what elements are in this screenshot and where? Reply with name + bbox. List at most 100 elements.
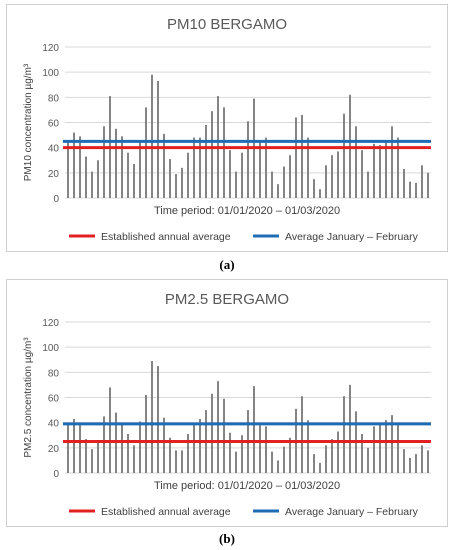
bar [205, 125, 207, 198]
chart-panel-pm10: PM10 BERGAMO 0 20 40 60 80 100 120 PM10 concentr… [6, 4, 448, 252]
bar [85, 439, 87, 473]
pm25-chart: PM2.5 BERGAMO 0 20 40 60 80 100 120 PM2.5 concen… [23, 291, 431, 518]
bar [157, 80, 159, 198]
bar [139, 421, 141, 473]
caption-a: (a) [219, 257, 235, 272]
bar [361, 150, 363, 198]
bar [283, 166, 285, 198]
bar [385, 140, 387, 198]
bar [307, 420, 309, 473]
bar [349, 384, 351, 473]
bar [223, 398, 225, 473]
y-tick-label: 0 [53, 194, 59, 205]
bar [79, 425, 81, 473]
bar [229, 432, 231, 473]
bar [121, 422, 123, 473]
bar [403, 169, 405, 198]
bar [169, 158, 171, 198]
bar [331, 155, 333, 198]
bar [67, 422, 69, 473]
bar [427, 450, 429, 473]
bar [163, 417, 165, 473]
legend-label: Average January – February [285, 506, 419, 518]
bar [79, 136, 81, 198]
bar [211, 393, 213, 473]
bar [217, 381, 219, 473]
bar [361, 433, 363, 473]
bar [241, 435, 243, 473]
bar [421, 445, 423, 473]
bar [415, 454, 417, 473]
bar [193, 137, 195, 198]
y-tick-label: 60 [48, 119, 60, 130]
bar [397, 137, 399, 198]
bar [265, 426, 267, 473]
chart-title: PM2.5 BERGAMO [165, 291, 289, 308]
bar [337, 431, 339, 473]
bar [169, 437, 171, 473]
bar [103, 416, 105, 473]
bar [121, 136, 123, 198]
bar [421, 165, 423, 198]
bar [415, 182, 417, 198]
bar [277, 184, 279, 198]
bar [235, 171, 237, 198]
bar [163, 133, 165, 198]
bar [103, 126, 105, 198]
bar [145, 394, 147, 473]
bar [295, 117, 297, 198]
y-tick-label: 20 [48, 444, 60, 455]
bar [73, 132, 75, 198]
y-axis-label: PM2.5 concentration µg/m³ [23, 337, 34, 458]
bar [139, 141, 141, 198]
y-tick-label: 20 [48, 169, 60, 180]
bar [355, 126, 357, 198]
bar [301, 114, 303, 198]
bar [91, 171, 93, 198]
y-tick-label: 100 [42, 343, 59, 354]
y-tick-label: 80 [48, 93, 60, 104]
bar [367, 447, 369, 473]
bar [85, 156, 87, 198]
bar [373, 143, 375, 198]
bar [271, 171, 273, 198]
bar [271, 451, 273, 473]
bar [379, 423, 381, 473]
bar [181, 450, 183, 473]
legend-label: Average January – February [285, 231, 419, 243]
bar [325, 165, 327, 198]
bar [199, 418, 201, 473]
y-tick-label: 120 [42, 318, 59, 329]
chart-title: PM10 BERGAMO [167, 16, 287, 33]
legend-label: Established annual average [101, 231, 231, 243]
bar [343, 396, 345, 473]
bar [379, 145, 381, 198]
x-axis-label: Time period: 01/01/2020 – 01/03/2020 [154, 205, 340, 217]
bar [277, 460, 279, 473]
bar [313, 454, 315, 473]
bar [67, 141, 69, 198]
bar [145, 107, 147, 198]
bar [151, 74, 153, 198]
y-tick-label: 40 [48, 144, 60, 155]
caption-b: (b) [219, 531, 235, 546]
bar [97, 442, 99, 473]
bar [343, 113, 345, 198]
bar [181, 167, 183, 198]
bar [211, 111, 213, 198]
bar [385, 420, 387, 473]
bar [127, 433, 129, 473]
bar [151, 361, 153, 473]
bar [307, 137, 309, 198]
bar [427, 172, 429, 198]
bar [391, 415, 393, 473]
bar [127, 152, 129, 198]
bar [301, 396, 303, 473]
bar [157, 366, 159, 473]
bar [319, 462, 321, 473]
y-tick-label: 0 [53, 469, 59, 480]
bar [265, 137, 267, 198]
bar [409, 181, 411, 198]
bar [397, 425, 399, 473]
x-axis-label: Time period: 01/01/2020 – 01/03/2020 [154, 480, 340, 492]
